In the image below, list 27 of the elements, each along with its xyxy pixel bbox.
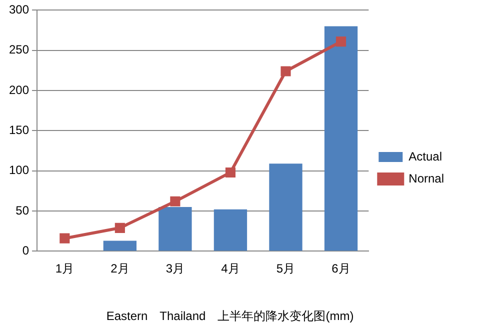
y-tick-label: 150 [8, 123, 30, 138]
point [280, 66, 291, 76]
x-tick-label: 6月 [332, 262, 350, 276]
bar [103, 240, 137, 251]
point [336, 36, 346, 47]
x-tick-label: 5月 [276, 262, 296, 276]
bar [158, 207, 192, 251]
x-tick-label: 1月 [55, 262, 74, 276]
y-tick-label: 100 [8, 163, 30, 178]
y-tick-label: 300 [8, 2, 30, 17]
point [170, 196, 180, 206]
y-tick-label: 50 [16, 203, 30, 218]
bar [214, 209, 248, 251]
bar [269, 164, 302, 251]
x-tick-label: 4月 [221, 262, 240, 276]
x-tick-label: 3月 [166, 262, 185, 276]
legend-label: Actual [408, 149, 442, 164]
x-tick-label: 2月 [110, 262, 130, 276]
y-tick-label: 0 [22, 244, 30, 258]
point [114, 222, 125, 233]
text: Eastern Thailand 上半年的降水变化图(mm) [106, 309, 354, 324]
point [60, 233, 70, 244]
y-tick-label: 250 [8, 42, 30, 57]
legend-label: Nornal [408, 171, 444, 186]
y-tick-label: 200 [8, 82, 30, 97]
point [225, 167, 236, 178]
bar [324, 26, 358, 251]
